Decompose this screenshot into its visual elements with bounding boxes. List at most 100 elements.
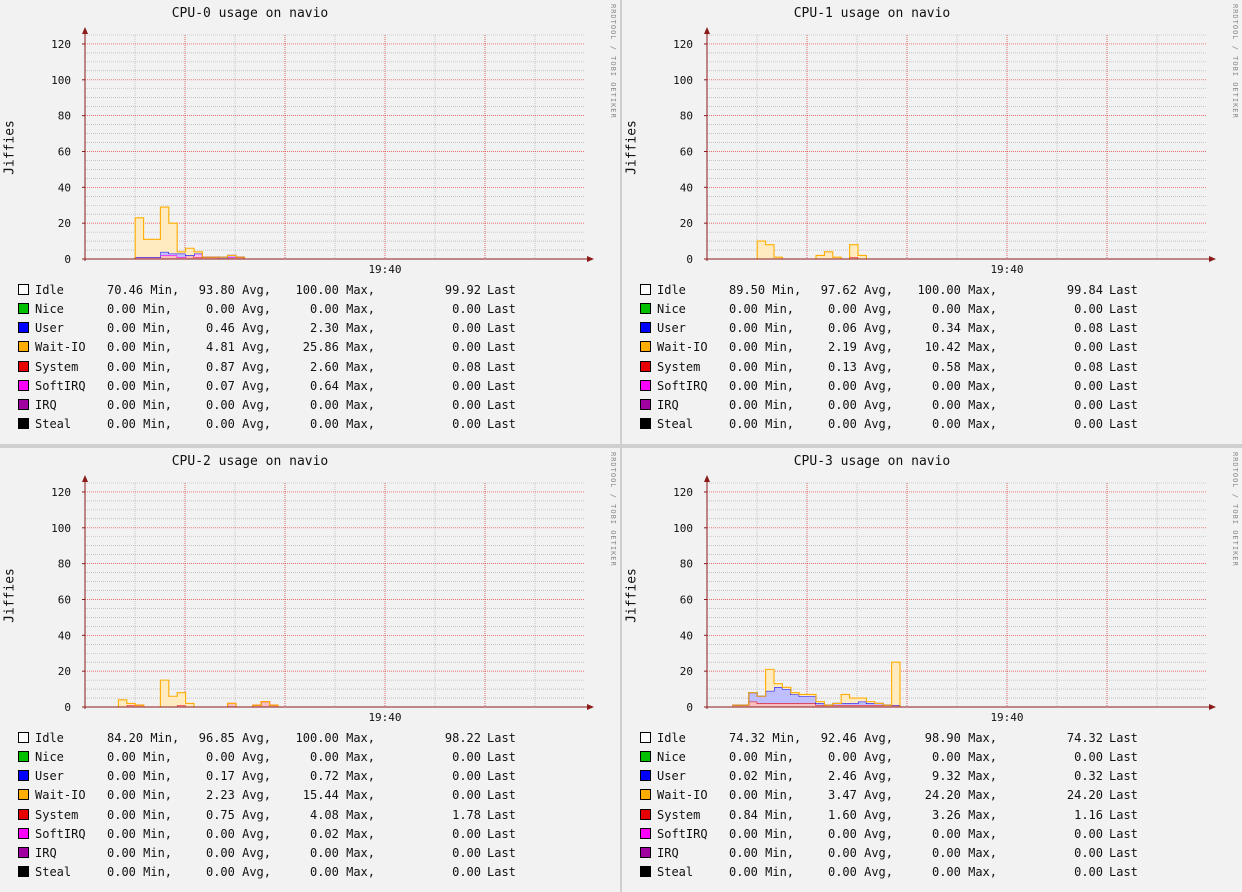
legend-min: 0.00 Min, bbox=[729, 788, 795, 803]
legend-last: 0.00 bbox=[452, 397, 481, 412]
legend-last: 0.00 bbox=[452, 321, 481, 336]
legend-min: 74.32 Min, bbox=[729, 731, 802, 745]
legend-swatch bbox=[18, 751, 29, 763]
legend-last-label: Last bbox=[487, 788, 516, 803]
y-tick-label: 40 bbox=[58, 181, 71, 194]
legend-avg: 0.00 Avg, bbox=[205, 845, 271, 860]
legend-min: 0.00 Min, bbox=[107, 359, 173, 374]
legend-name: Wait-IO bbox=[657, 788, 708, 803]
legend-name: SoftIRQ bbox=[35, 378, 86, 393]
legend-name: Idle bbox=[35, 283, 64, 297]
legend-swatch bbox=[640, 808, 651, 820]
legend-last-label: Last bbox=[1109, 416, 1138, 431]
y-tick-label: 60 bbox=[58, 145, 71, 158]
legend-row-nice: Nice 0.00 Min, 0.00 Avg, 0.00 Max, 0.00 Last bbox=[18, 300, 527, 319]
legend-avg: 0.00 Avg, bbox=[205, 864, 271, 879]
legend-name: User bbox=[35, 769, 64, 784]
legend-last: 0.32 bbox=[1074, 769, 1103, 784]
legend-avg: 2.19 Avg, bbox=[827, 340, 893, 355]
legend-last-label: Last bbox=[487, 397, 516, 412]
plot-area: 0 20 40 60 80 100 120 19:40 bbox=[51, 475, 594, 724]
legend-name: Nice bbox=[657, 302, 686, 317]
legend-min: 0.00 Min, bbox=[107, 864, 173, 879]
legend-max: 100.00 Max, bbox=[295, 283, 375, 297]
legend-last-label: Last bbox=[487, 378, 516, 393]
legend-max: 2.30 Max, bbox=[309, 321, 375, 336]
legend-name: System bbox=[657, 807, 701, 822]
legend-name: Wait-IO bbox=[35, 340, 86, 355]
legend-last: 0.00 bbox=[452, 416, 481, 431]
legend-avg: 4.81 Avg, bbox=[205, 340, 271, 355]
legend-row-steal: Steal 0.00 Min, 0.00 Avg, 0.00 Max, 0.00 Last bbox=[18, 863, 527, 882]
legend-avg: 0.00 Avg, bbox=[205, 826, 271, 841]
legend-last: 99.92 bbox=[444, 283, 481, 297]
cpu-chart-panel-0: CPU-0 usage on navio Jiffies RRDTOOL / T… bbox=[0, 0, 620, 444]
legend-last: 0.00 bbox=[1074, 826, 1103, 841]
legend-name: Idle bbox=[657, 731, 686, 745]
legend-avg: 0.13 Avg, bbox=[827, 359, 893, 374]
legend-min: 0.00 Min, bbox=[107, 788, 173, 803]
y-tick-label: 100 bbox=[51, 74, 71, 87]
y-tick-label: 60 bbox=[680, 593, 693, 606]
y-tick-label: 100 bbox=[51, 522, 71, 535]
legend-swatch bbox=[18, 827, 29, 839]
legend-row-idle: Idle 84.20 Min, 96.85 Avg, 100.00 Max, 98.22… bbox=[18, 729, 527, 748]
chart-title: CPU-3 usage on navio bbox=[793, 454, 951, 469]
legend-last: 0.00 bbox=[1074, 416, 1103, 431]
legend-swatch bbox=[640, 770, 651, 782]
legend-last: 0.08 bbox=[1074, 359, 1103, 374]
legend-max: 0.00 Max, bbox=[931, 378, 997, 393]
series-area-wait-io bbox=[110, 680, 564, 707]
legend-min: 84.20 Min, bbox=[107, 731, 180, 745]
series-area-wait-io bbox=[110, 207, 564, 259]
legend-row-user: User 0.02 Min, 2.46 Avg, 9.32 Max, 0.32 Last bbox=[640, 767, 1149, 786]
legend-avg: 0.00 Avg, bbox=[827, 826, 893, 841]
legend: Idle 70.46 Min, 93.80 Avg, 100.00 Max, 99.92… bbox=[18, 281, 527, 434]
legend-last-label: Last bbox=[1109, 731, 1138, 745]
legend-avg: 0.06 Avg, bbox=[827, 321, 893, 336]
cpu-chart-panel-3: CPU-3 usage on navio Jiffies RRDTOOL / T… bbox=[622, 448, 1242, 892]
legend-last-label: Last bbox=[1109, 826, 1138, 841]
legend-avg: 0.00 Avg, bbox=[205, 302, 271, 317]
legend-max: 0.00 Max, bbox=[931, 826, 997, 841]
legend-swatch bbox=[18, 284, 29, 295]
legend-row-steal: Steal 0.00 Min, 0.00 Avg, 0.00 Max, 0.00 Last bbox=[640, 863, 1149, 882]
legend-avg: 2.46 Avg, bbox=[827, 769, 893, 784]
y-tick-label: 60 bbox=[58, 593, 71, 606]
legend-max: 0.00 Max, bbox=[931, 302, 997, 317]
legend-min: 0.00 Min, bbox=[729, 750, 795, 765]
y-tick-label: 20 bbox=[680, 665, 693, 678]
x-axis-arrow bbox=[587, 256, 594, 262]
legend-avg: 0.46 Avg, bbox=[205, 321, 271, 336]
legend-name: SoftIRQ bbox=[657, 378, 708, 393]
legend-max: 10.42 Max, bbox=[924, 340, 997, 355]
legend-avg: 93.80 Avg, bbox=[198, 283, 271, 297]
legend-name: Nice bbox=[657, 750, 686, 765]
legend-row-nice: Nice 0.00 Min, 0.00 Avg, 0.00 Max, 0.00 Last bbox=[640, 300, 1149, 319]
legend-row-system: System 0.84 Min, 1.60 Avg, 3.26 Max, 1.16 Las… bbox=[640, 806, 1149, 825]
x-tick-label: 19:40 bbox=[990, 263, 1023, 276]
legend-max: 100.00 Max, bbox=[917, 283, 997, 297]
legend-min: 0.00 Min, bbox=[107, 397, 173, 412]
legend-avg: 0.00 Avg, bbox=[827, 845, 893, 860]
legend-row-softirq: SoftIRQ 0.00 Min, 0.00 Avg, 0.00 Max, 0.00 La… bbox=[640, 825, 1149, 844]
y-tick-label: 0 bbox=[64, 253, 71, 266]
legend-min: 0.00 Min, bbox=[729, 845, 795, 860]
legend-swatch bbox=[18, 398, 29, 410]
legend-row-softirq: SoftIRQ 0.00 Min, 0.00 Avg, 0.00 Max, 0.00 La… bbox=[640, 377, 1149, 396]
legend-last: 0.00 bbox=[1074, 340, 1103, 355]
legend-swatch bbox=[18, 379, 29, 391]
legend-last: 0.00 bbox=[452, 302, 481, 317]
legend: Idle 74.32 Min, 92.46 Avg, 98.90 Max, 74.32 L… bbox=[640, 729, 1149, 882]
legend-last: 0.00 bbox=[1074, 750, 1103, 765]
legend-swatch bbox=[640, 379, 651, 391]
legend-avg: 0.07 Avg, bbox=[205, 378, 271, 393]
legend-name: User bbox=[657, 769, 686, 784]
rrdtool-credit: RRDTOOL / TOBI OETIKER bbox=[609, 452, 617, 567]
legend-row-nice: Nice 0.00 Min, 0.00 Avg, 0.00 Max, 0.00 Last bbox=[18, 748, 527, 767]
legend-name: Wait-IO bbox=[35, 788, 86, 803]
legend-min: 0.00 Min, bbox=[729, 378, 795, 393]
legend-min: 0.00 Min, bbox=[729, 321, 795, 336]
legend-avg: 0.17 Avg, bbox=[205, 769, 271, 784]
legend-swatch bbox=[18, 303, 29, 315]
